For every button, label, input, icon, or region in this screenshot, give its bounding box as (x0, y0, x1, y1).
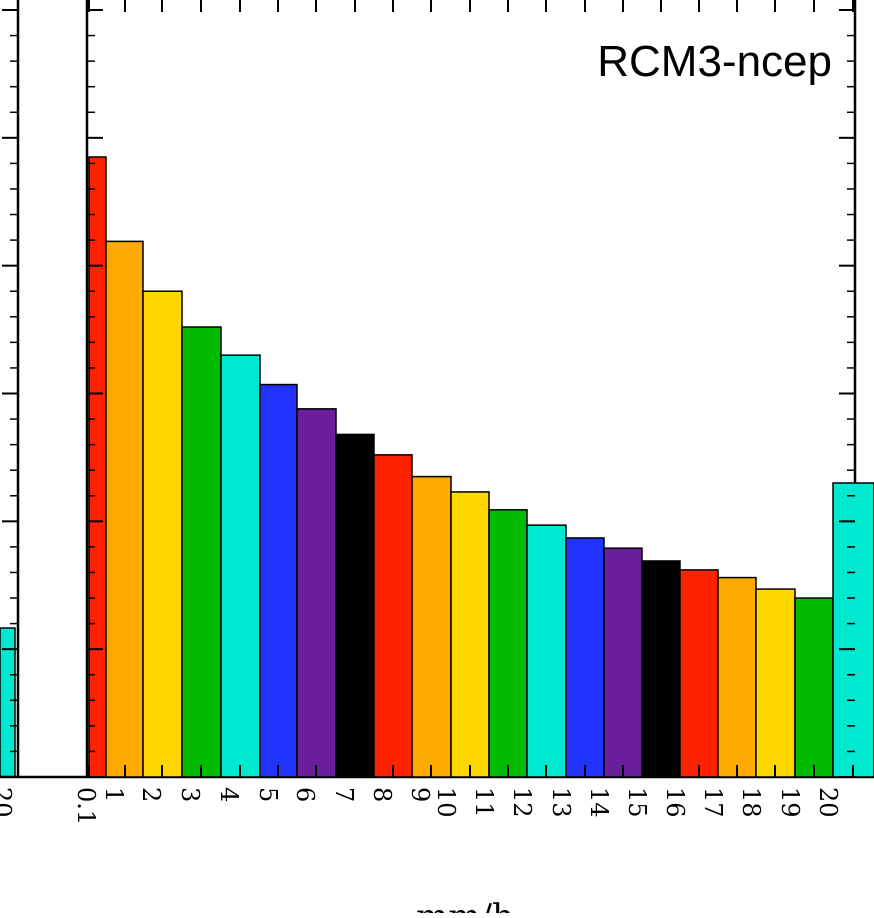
x-tick-label-6: 6 (291, 787, 319, 802)
bar-0.1 (88, 156, 107, 778)
bar-7 (335, 433, 375, 778)
x-tick-labels: 0.1 1 2 3 4 5 6 7 8 910 11 12 13 14 15 16 17 18 19 20 (72, 787, 842, 825)
x-tick-label-12: 12 (508, 787, 536, 818)
x-tick-label-20: 20 (814, 787, 842, 818)
left-panel-bar (0, 627, 16, 778)
left-panel-fragment: 20 (0, 0, 20, 818)
bar-1 (105, 240, 144, 778)
bar-15 (641, 560, 681, 778)
bar-8 (373, 454, 413, 778)
x-tick-label-13: 13 (547, 787, 575, 818)
bar-6 (296, 408, 337, 778)
x-tick-label-1: 1 (100, 787, 128, 802)
bar-2 (142, 290, 183, 778)
bar-17 (717, 576, 757, 778)
bars-group (88, 156, 874, 778)
bar-3 (181, 326, 222, 778)
x-tick-label-18: 18 (737, 787, 765, 818)
x-tick-label-9: 9 (406, 787, 434, 802)
x-tick-label-11: 11 (470, 787, 498, 818)
x-tick-label-16: 16 (661, 787, 689, 818)
bar-20 (832, 482, 874, 778)
bar-19 (794, 597, 834, 778)
x-tick-label-14: 14 (585, 787, 613, 818)
bar-9 (411, 475, 452, 778)
panel-title: RCM3-ncep (597, 37, 832, 86)
bar-5 (259, 383, 298, 778)
bar-12 (526, 524, 567, 778)
x-tick-label-3: 3 (176, 787, 204, 802)
bar-14 (603, 547, 643, 778)
x-tick-label-10: 10 (432, 787, 460, 818)
bar-16 (679, 569, 719, 778)
bar-18 (755, 588, 796, 778)
bar-13 (565, 537, 605, 778)
axis-ticks (87, 0, 855, 778)
left-panel-tick-label: 20 (0, 787, 16, 818)
bar-10 (450, 491, 490, 778)
x-tick-label-15: 15 (623, 787, 651, 818)
x-tick-label-0.1: 0.1 (72, 787, 100, 825)
x-tick-label-8: 8 (368, 787, 396, 802)
x-axis-label: mm/h (416, 897, 514, 913)
x-tick-label-5: 5 (254, 787, 282, 802)
x-tick-label-7: 7 (330, 787, 358, 802)
x-tick-label-17: 17 (699, 787, 727, 818)
bar-11 (488, 509, 528, 778)
bar-4 (220, 354, 261, 778)
x-tick-label-4: 4 (215, 787, 243, 802)
x-tick-label-2: 2 (137, 787, 165, 802)
x-tick-label-19: 19 (776, 787, 804, 818)
